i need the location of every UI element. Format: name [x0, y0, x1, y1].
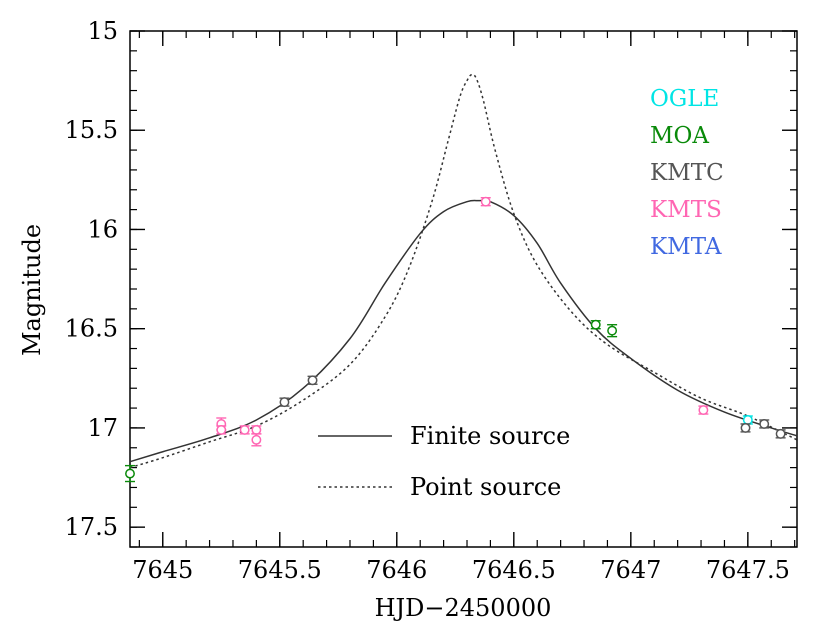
data-marker [307, 375, 318, 386]
data-point-kmtc [775, 428, 786, 439]
data-marker [740, 422, 751, 433]
data-point-moa [607, 324, 618, 338]
data-point-kmtc [759, 419, 770, 429]
x-tick-label: 7647 [600, 556, 661, 584]
finite-source-curve [129, 199, 798, 463]
legend-kmta: KMTA [650, 234, 722, 260]
data-marker [279, 397, 290, 408]
x-axis-title: HJD−2450000 [375, 594, 552, 622]
x-tick-label: 7646 [366, 556, 427, 584]
point-source-curve [129, 73, 798, 469]
data-marker [759, 419, 770, 429]
data-marker [590, 319, 601, 330]
data-marker [125, 468, 135, 479]
model-curves [129, 73, 798, 469]
legend-kmtc: KMTC [650, 160, 724, 186]
x-tick-label: 7645 [132, 556, 193, 584]
data-point-kmts [251, 424, 262, 435]
data-point-moa [125, 464, 135, 483]
data-point-kmts [216, 424, 227, 435]
data-point-kmtc [279, 397, 290, 408]
data-point-kmts [251, 433, 262, 447]
x-tick-label: 7646.5 [472, 556, 556, 584]
point-source-legend-label: Point source [410, 473, 561, 501]
data-marker [239, 424, 250, 435]
data-marker [607, 325, 618, 336]
data-marker [698, 405, 709, 416]
data-point-moa [590, 319, 601, 330]
y-tick-label: 16 [87, 215, 118, 243]
data-marker [742, 415, 753, 425]
legend-kmts: KMTS [650, 197, 722, 223]
y-tick-label: 15 [87, 17, 118, 45]
legend-moa: MOA [650, 123, 709, 149]
data-marker [251, 424, 262, 435]
line-legend: Finite source Point source [318, 422, 570, 501]
y-tick-label: 16.5 [65, 315, 118, 343]
y-axis: 15 15.5 16 16.5 17 17.5 [65, 17, 797, 548]
finite-source-legend-label: Finite source [410, 422, 570, 450]
data-marker [251, 434, 262, 445]
data-marker [480, 196, 491, 207]
data-point-kmts [480, 196, 491, 207]
y-tick-label: 17 [87, 414, 118, 442]
x-tick-label: 7645.5 [238, 556, 322, 584]
data-points [125, 196, 786, 483]
data-marker [775, 428, 786, 439]
x-axis: 7645 7645.5 7646 7646.5 7647 7647.5 [132, 31, 796, 584]
data-marker [216, 424, 227, 435]
data-point-ogle [742, 415, 753, 425]
y-tick-label: 15.5 [65, 116, 118, 144]
y-axis-title: Magnitude [18, 224, 46, 356]
legend-ogle: OGLE [650, 86, 719, 112]
data-point-kmtc [740, 422, 751, 433]
data-point-kmts [239, 424, 250, 435]
x-tick-label: 7647.5 [706, 556, 790, 584]
series-legend: OGLE MOA KMTC KMTS KMTA [650, 86, 724, 260]
data-point-kmtc [307, 375, 318, 386]
y-tick-label: 17.5 [65, 513, 118, 541]
data-point-kmts [698, 405, 709, 416]
